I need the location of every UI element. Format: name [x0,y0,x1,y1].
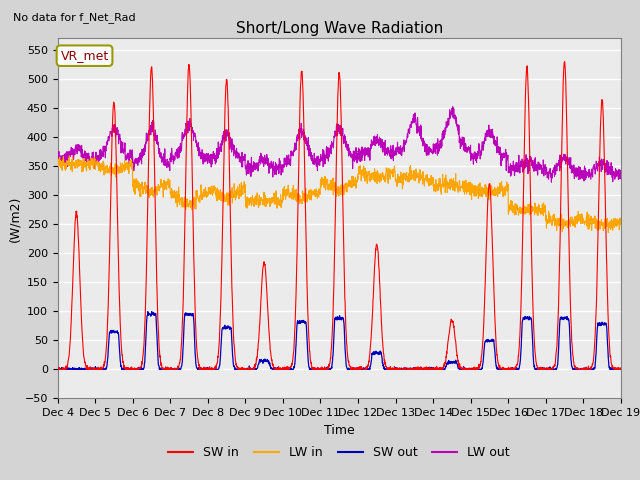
Text: No data for f_Net_Rad: No data for f_Net_Rad [13,12,136,23]
Legend: SW in, LW in, SW out, LW out: SW in, LW in, SW out, LW out [163,441,515,464]
Title: Short/Long Wave Radiation: Short/Long Wave Radiation [236,21,443,36]
X-axis label: Time: Time [324,424,355,437]
Y-axis label: (W/m2): (W/m2) [9,195,22,241]
Text: VR_met: VR_met [60,49,109,62]
